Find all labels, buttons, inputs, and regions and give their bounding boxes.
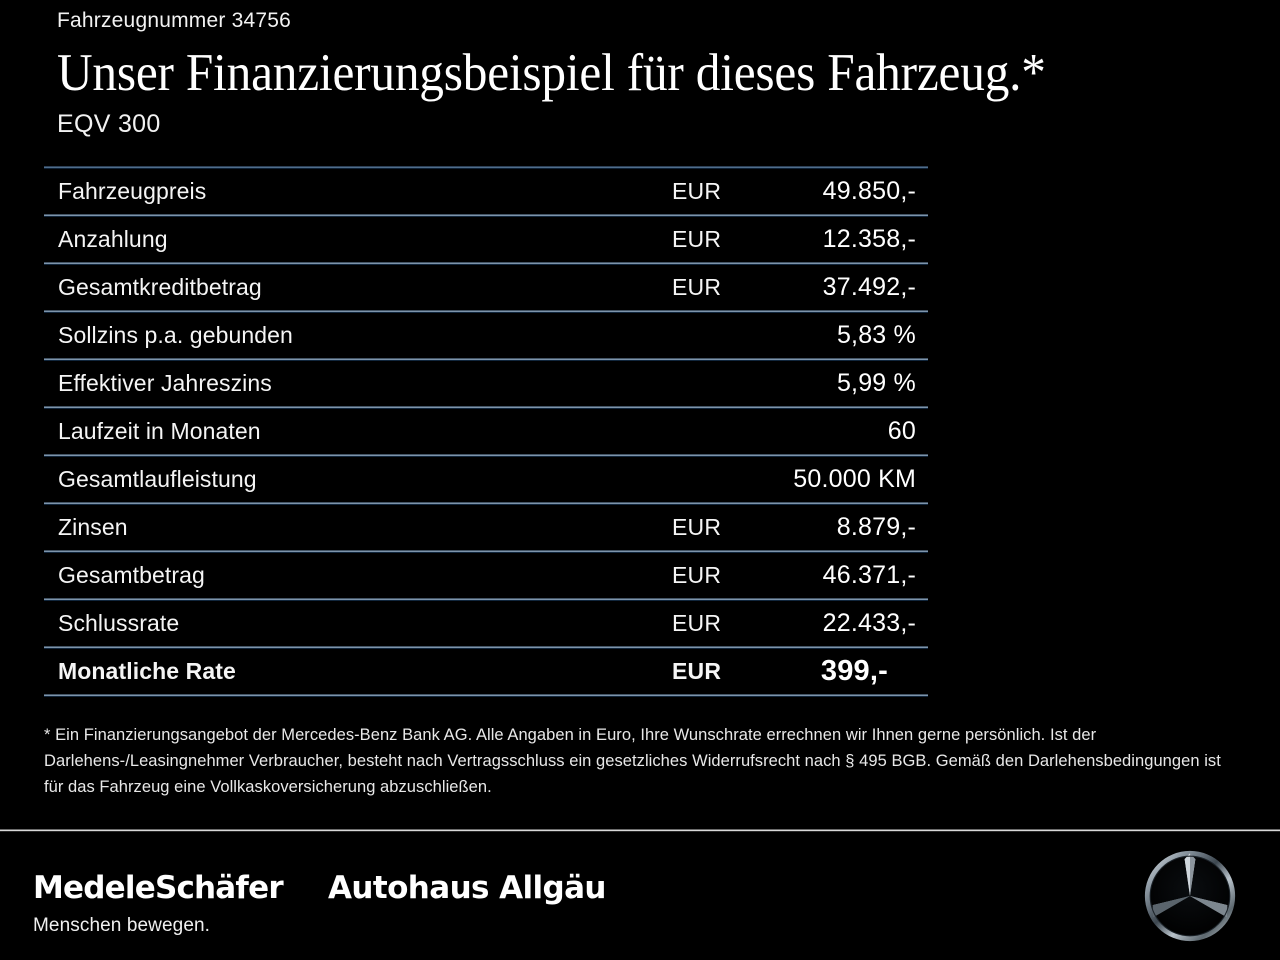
- row-currency: EUR: [672, 514, 722, 540]
- row-value: 49.850,-: [822, 177, 916, 205]
- table-separator: [44, 694, 928, 697]
- row-value: 37.492,-: [822, 273, 916, 301]
- row-label: Zinsen: [58, 514, 128, 540]
- row-value: 5,99 %: [836, 369, 916, 397]
- footer: MedeleSchäfer Menschen bewegen. Autohaus…: [0, 832, 1280, 960]
- page-title: Unser Finanzierungsbeispiel für dieses F…: [57, 44, 1046, 102]
- row-value: 22.433,-: [822, 609, 916, 637]
- mercedes-benz-star-icon: [1142, 848, 1238, 944]
- table-row: Gesamtbetrag EUR 46.371,-: [44, 553, 928, 598]
- row-label: Monatliche Rate: [58, 658, 236, 684]
- row-value: 12.358,-: [822, 225, 916, 253]
- table-row: Anzahlung EUR 12.358,-: [44, 217, 928, 262]
- row-currency: EUR: [672, 610, 722, 636]
- table-separator: [44, 454, 928, 457]
- table-separator: [44, 406, 928, 409]
- table-row: Zinsen EUR 8.879,-: [44, 505, 928, 550]
- vehicle-model-name: EQV 300: [57, 110, 161, 138]
- table-row: Monatliche Rate EUR 399,-: [44, 649, 928, 694]
- row-currency: EUR: [672, 274, 722, 300]
- table-row: Fahrzeugpreis EUR 49.850,-: [44, 169, 928, 214]
- table-separator: [44, 310, 928, 313]
- table-separator: [44, 598, 928, 601]
- row-value: 60: [887, 417, 916, 445]
- row-label: Gesamtlaufleistung: [58, 466, 257, 492]
- table-row: Sollzins p.a. gebunden 5,83 %: [44, 313, 928, 358]
- legal-footnote: * Ein Finanzierungsangebot der Mercedes-…: [44, 726, 1221, 796]
- financing-table: Fahrzeugpreis EUR 49.850,- Anzahlung EUR 12.3…: [44, 166, 928, 697]
- table-row: Laufzeit in Monaten 60: [44, 409, 928, 454]
- row-currency: EUR: [672, 562, 722, 588]
- row-label: Anzahlung: [58, 226, 168, 252]
- row-currency: EUR: [672, 178, 722, 204]
- dealer-logo-medeleschaefer: MedeleSchäfer Menschen bewegen.: [33, 870, 284, 938]
- dealer-claim: Menschen bewegen.: [33, 915, 211, 936]
- row-label: Schlussrate: [58, 610, 180, 636]
- row-value: 5,83 %: [836, 321, 916, 349]
- row-value: 8.879,-: [836, 513, 916, 541]
- table-separator: [44, 214, 928, 217]
- row-value: 399,-: [820, 655, 888, 687]
- row-label: Gesamtkreditbetrag: [58, 274, 262, 300]
- row-label: Sollzins p.a. gebunden: [58, 322, 293, 348]
- table-separator: [44, 262, 928, 265]
- table-separator: [44, 646, 928, 649]
- row-value: 46.371,-: [822, 561, 916, 589]
- row-value: 50.000 KM: [793, 465, 916, 493]
- table-separator: [44, 166, 928, 169]
- table-separator: [44, 502, 928, 505]
- row-label: Laufzeit in Monaten: [58, 418, 261, 444]
- vehicle-number: Fahrzeugnummer 34756: [57, 9, 291, 32]
- table-row: Gesamtkreditbetrag EUR 37.492,-: [44, 265, 928, 310]
- table-separator: [44, 358, 928, 361]
- dealer-logo-autohaus-allgaeu: Autohaus Allgäu: [328, 870, 607, 906]
- table-separator: [44, 550, 928, 553]
- table-row: Gesamtlaufleistung 50.000 KM: [44, 457, 928, 502]
- footer-divider: [0, 829, 1280, 832]
- table-row: Schlussrate EUR 22.433,-: [44, 601, 928, 646]
- row-currency: EUR: [672, 658, 722, 684]
- row-label: Gesamtbetrag: [58, 562, 205, 588]
- row-label: Fahrzeugpreis: [58, 178, 207, 204]
- table-row: Effektiver Jahreszins 5,99 %: [44, 361, 928, 406]
- row-label: Effektiver Jahreszins: [58, 370, 272, 396]
- row-currency: EUR: [672, 226, 722, 252]
- header: Fahrzeugnummer 34756 Unser Finanzierungs…: [57, 8, 1240, 139]
- dealer-name: MedeleSchäfer: [33, 870, 284, 906]
